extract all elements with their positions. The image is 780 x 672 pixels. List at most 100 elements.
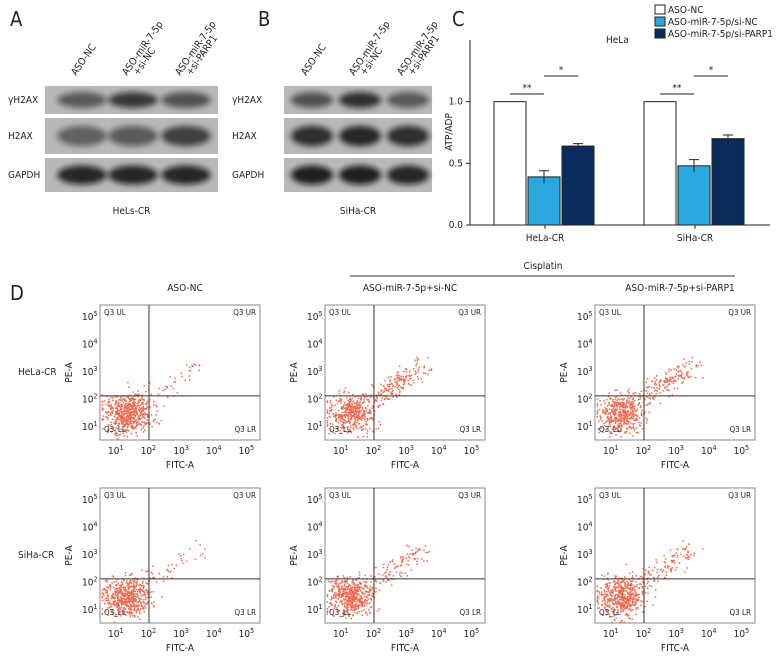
cytometry-dot bbox=[114, 419, 117, 422]
cytometry-dot bbox=[617, 418, 620, 420]
tick-exponent: 3 bbox=[588, 365, 592, 373]
cytometry-dot bbox=[109, 414, 112, 416]
cytometry-dot bbox=[399, 390, 401, 392]
cytometry-dot bbox=[347, 391, 350, 394]
cytometry-dot bbox=[689, 375, 692, 378]
y-tick-label: 0.5 bbox=[449, 158, 463, 169]
cytometry-dot bbox=[644, 591, 647, 594]
cytometry-dot bbox=[397, 371, 399, 373]
cytometry-dot bbox=[405, 376, 407, 379]
cytometry-dot bbox=[330, 580, 333, 583]
x-tick-label: 101 bbox=[108, 627, 123, 640]
cytometry-dot bbox=[628, 417, 630, 420]
cytometry-dot bbox=[352, 596, 354, 598]
cytometry-dot bbox=[629, 406, 632, 409]
cytometry-dot bbox=[142, 425, 145, 427]
cytometry-dot bbox=[353, 601, 356, 603]
cytometry-dot bbox=[351, 408, 353, 411]
cytometry-dot bbox=[351, 588, 353, 590]
cytometry-dot bbox=[134, 410, 136, 412]
cytometry-dot bbox=[649, 393, 651, 395]
cytometry-dot bbox=[122, 425, 124, 428]
cytometry-dot bbox=[683, 378, 685, 380]
cytometry-dot bbox=[132, 594, 135, 597]
x-axis-label: FITC-A bbox=[661, 643, 690, 654]
cytometry-dot bbox=[618, 596, 621, 598]
cytometry-dot bbox=[341, 414, 344, 417]
cytometry-dot bbox=[629, 584, 632, 587]
cytometry-dot bbox=[136, 605, 138, 608]
cytometry-dot bbox=[102, 408, 105, 410]
cytometry-dot bbox=[631, 601, 634, 603]
tick-base: 10 bbox=[239, 629, 251, 640]
cytometry-dot bbox=[117, 416, 119, 419]
cytometry-dot bbox=[111, 605, 113, 608]
cytometry-dot bbox=[656, 390, 658, 392]
cytometry-dot bbox=[623, 403, 625, 406]
cytometry-dot bbox=[107, 411, 110, 413]
cytometry-dot bbox=[141, 417, 143, 420]
cytometry-dot bbox=[392, 384, 394, 387]
y-tick-label: 101 bbox=[82, 420, 97, 433]
cytometry-dot bbox=[370, 416, 372, 419]
cytometry-dot bbox=[361, 406, 364, 409]
cytometry-dot bbox=[131, 425, 134, 427]
x-tick-label: 101 bbox=[333, 444, 348, 457]
cytometry-dot bbox=[604, 596, 607, 598]
cytometry-dot bbox=[402, 379, 405, 382]
cytometry-dot bbox=[120, 422, 123, 424]
cytometry-dot bbox=[112, 576, 115, 578]
cytometry-dot bbox=[375, 394, 378, 396]
cytometry-dot bbox=[360, 610, 363, 612]
cytometry-dot bbox=[120, 593, 123, 596]
cytometry-dot bbox=[352, 423, 355, 426]
cytometry-dot bbox=[633, 429, 636, 431]
cytometry-dot bbox=[129, 409, 131, 411]
cytometry-dot bbox=[124, 574, 127, 577]
cytometry-dot bbox=[124, 611, 126, 613]
cytometry-dot bbox=[343, 577, 346, 579]
cytometry-dot bbox=[114, 592, 117, 595]
panel-label: A bbox=[10, 7, 23, 31]
cytometry-dot bbox=[630, 580, 633, 583]
x-tick-label: 104 bbox=[431, 444, 446, 457]
cytometry-dot bbox=[326, 601, 329, 603]
cytometry-dot bbox=[134, 414, 136, 416]
cytometry-dot bbox=[126, 426, 129, 429]
cytometry-dot bbox=[626, 417, 628, 420]
cytometry-dot bbox=[650, 574, 652, 576]
cytometry-dot bbox=[101, 596, 104, 599]
cytometry-dot bbox=[127, 586, 129, 588]
cytometry-dot bbox=[630, 583, 632, 585]
cytometry-dot bbox=[619, 425, 621, 427]
cytometry-dot bbox=[380, 399, 383, 402]
cytometry-dot bbox=[143, 591, 145, 593]
cytometry-dot bbox=[615, 427, 618, 430]
cytometry-dot bbox=[635, 598, 637, 600]
cytometry-dot bbox=[123, 612, 125, 614]
cytometry-dot bbox=[683, 555, 685, 557]
cytometry-dot bbox=[648, 397, 651, 399]
cytometry-dot bbox=[633, 399, 636, 402]
tick-exponent: 1 bbox=[588, 420, 592, 428]
cytometry-dot bbox=[348, 400, 351, 403]
cytometry-dot bbox=[361, 614, 363, 616]
quadrant-label: Q3 UR bbox=[728, 308, 751, 317]
cytometry-dot bbox=[178, 553, 180, 555]
cytometry-dot bbox=[391, 393, 394, 395]
cytometry-dot bbox=[124, 604, 127, 606]
cytometry-dot bbox=[146, 570, 149, 572]
cytometry-dot bbox=[376, 397, 378, 400]
cytometry-dot bbox=[123, 411, 125, 413]
cytometry-dot bbox=[626, 410, 628, 413]
cytometry-dot bbox=[345, 595, 348, 597]
cytometry-dot bbox=[120, 404, 123, 406]
cytometry-dot bbox=[350, 600, 353, 602]
cytometry-dot bbox=[336, 402, 339, 405]
cytometry-dot bbox=[382, 580, 385, 583]
cytometry-dot bbox=[607, 418, 609, 420]
cytometry-dot bbox=[407, 559, 409, 562]
cytometry-dot bbox=[141, 410, 143, 413]
cytometry-dot bbox=[665, 372, 667, 374]
cytometry-dot bbox=[120, 406, 122, 408]
